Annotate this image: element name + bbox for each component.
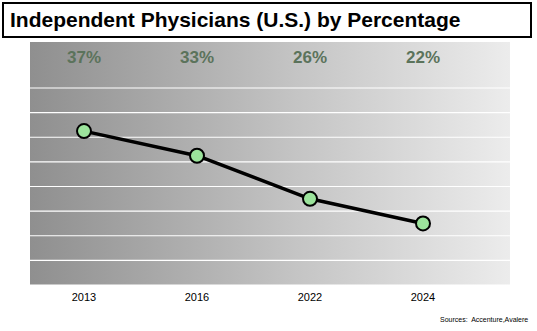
data-point xyxy=(303,192,317,206)
grid-line xyxy=(30,87,510,88)
data-label: 26% xyxy=(293,48,327,67)
x-tick-label: 2024 xyxy=(411,291,435,303)
data-label: 22% xyxy=(406,48,440,67)
grid-line xyxy=(30,161,510,162)
title: Independent Physicians (U.S.) by Percent… xyxy=(10,8,460,31)
source-note: Sources: Accenture,Avalere xyxy=(440,316,528,323)
data-label: 37% xyxy=(67,48,101,67)
chart-svg: Independent Physicians (U.S.) by Percent… xyxy=(0,0,537,331)
grid-line xyxy=(30,186,510,187)
chart-root: Independent Physicians (U.S.) by Percent… xyxy=(0,0,537,331)
x-tick-label: 2022 xyxy=(298,291,322,303)
data-point xyxy=(190,149,204,163)
plot-background xyxy=(30,42,510,285)
x-tick-label: 2013 xyxy=(72,291,96,303)
grid-line xyxy=(30,260,510,261)
grid-line xyxy=(30,284,510,285)
x-tick-label: 2016 xyxy=(185,291,209,303)
data-label: 33% xyxy=(180,48,214,67)
plot-group xyxy=(77,124,430,230)
grid-line xyxy=(30,112,510,113)
data-point xyxy=(77,124,91,138)
data-point xyxy=(416,216,430,230)
grid-line xyxy=(30,137,510,138)
title-box xyxy=(3,3,531,37)
data-line xyxy=(84,131,423,223)
grid-line xyxy=(30,211,510,212)
grid-line xyxy=(30,235,510,236)
